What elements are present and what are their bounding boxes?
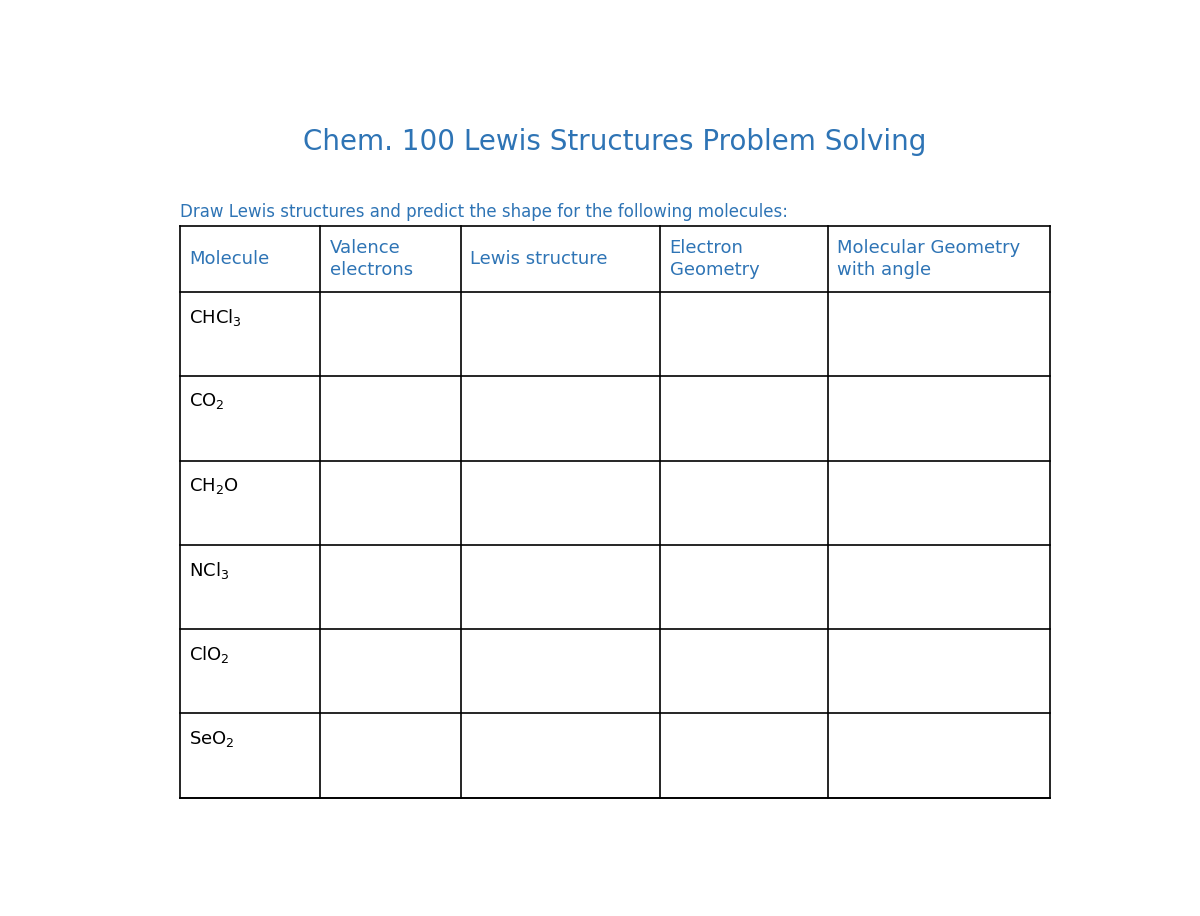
Text: CO$_2$: CO$_2$: [190, 391, 224, 411]
Text: Molecule: Molecule: [190, 250, 269, 268]
Text: Molecular Geometry
with angle: Molecular Geometry with angle: [838, 239, 1021, 279]
Text: Valence
electrons: Valence electrons: [330, 239, 413, 279]
Text: NCl$_3$: NCl$_3$: [190, 560, 229, 581]
Text: Chem. 100 Lewis Structures Problem Solving: Chem. 100 Lewis Structures Problem Solvi…: [304, 127, 926, 156]
Text: CHCl$_3$: CHCl$_3$: [190, 307, 242, 328]
Text: CH$_2$O: CH$_2$O: [190, 475, 239, 496]
Bar: [180, 226, 1050, 798]
Text: Draw Lewis structures and predict the shape for the following molecules:: Draw Lewis structures and predict the sh…: [180, 203, 787, 221]
Text: SeO$_2$: SeO$_2$: [190, 728, 235, 748]
Text: Lewis structure: Lewis structure: [470, 250, 607, 268]
Text: ClO$_2$: ClO$_2$: [190, 644, 229, 665]
Text: Electron
Geometry: Electron Geometry: [670, 239, 760, 279]
